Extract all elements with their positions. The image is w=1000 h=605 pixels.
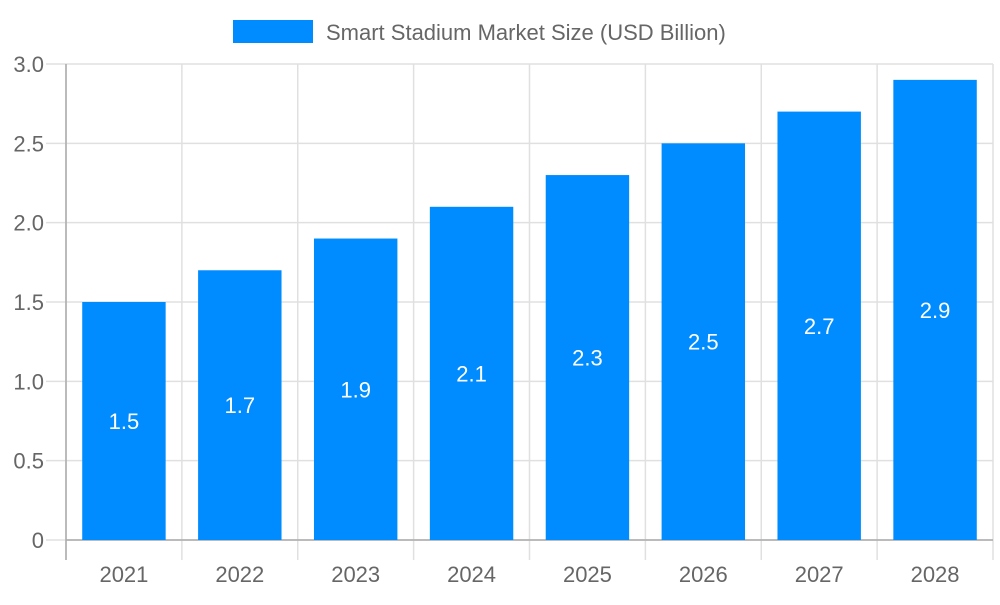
y-tick-label: 3.0 [13, 52, 44, 77]
y-tick-label: 2.0 [13, 211, 44, 236]
x-tick-label: 2026 [679, 562, 728, 587]
x-tick-label: 2021 [99, 562, 148, 587]
data-label: 1.7 [225, 393, 256, 418]
data-label: 1.9 [340, 377, 371, 402]
legend-label: Smart Stadium Market Size (USD Billion) [326, 20, 726, 45]
data-label: 2.7 [804, 314, 835, 339]
data-label: 1.5 [109, 409, 140, 434]
bar [545, 175, 630, 541]
data-label: 2.5 [688, 330, 719, 355]
data-label: 2.3 [572, 346, 603, 371]
bar [429, 206, 514, 541]
x-tick-label: 2028 [911, 562, 960, 587]
y-tick-label: 2.5 [13, 131, 44, 156]
x-tick-label: 2022 [215, 562, 264, 587]
data-label: 2.9 [920, 298, 951, 323]
legend-swatch [233, 20, 313, 43]
y-tick-label: 0 [32, 528, 44, 553]
legend: Smart Stadium Market Size (USD Billion) [233, 20, 726, 45]
bar [82, 302, 166, 540]
bar [893, 79, 977, 540]
y-tick-label: 1.5 [13, 290, 44, 315]
x-tick-label: 2025 [563, 562, 612, 587]
bar [777, 111, 861, 540]
bar [313, 238, 398, 541]
bar [661, 143, 746, 541]
x-tick-label: 2024 [447, 562, 496, 587]
y-tick-label: 0.5 [13, 449, 44, 474]
bar [198, 270, 282, 540]
data-label: 2.1 [456, 361, 487, 386]
y-tick-label: 1.0 [13, 369, 44, 394]
x-tick-label: 2023 [331, 562, 380, 587]
x-tick-label: 2027 [795, 562, 844, 587]
